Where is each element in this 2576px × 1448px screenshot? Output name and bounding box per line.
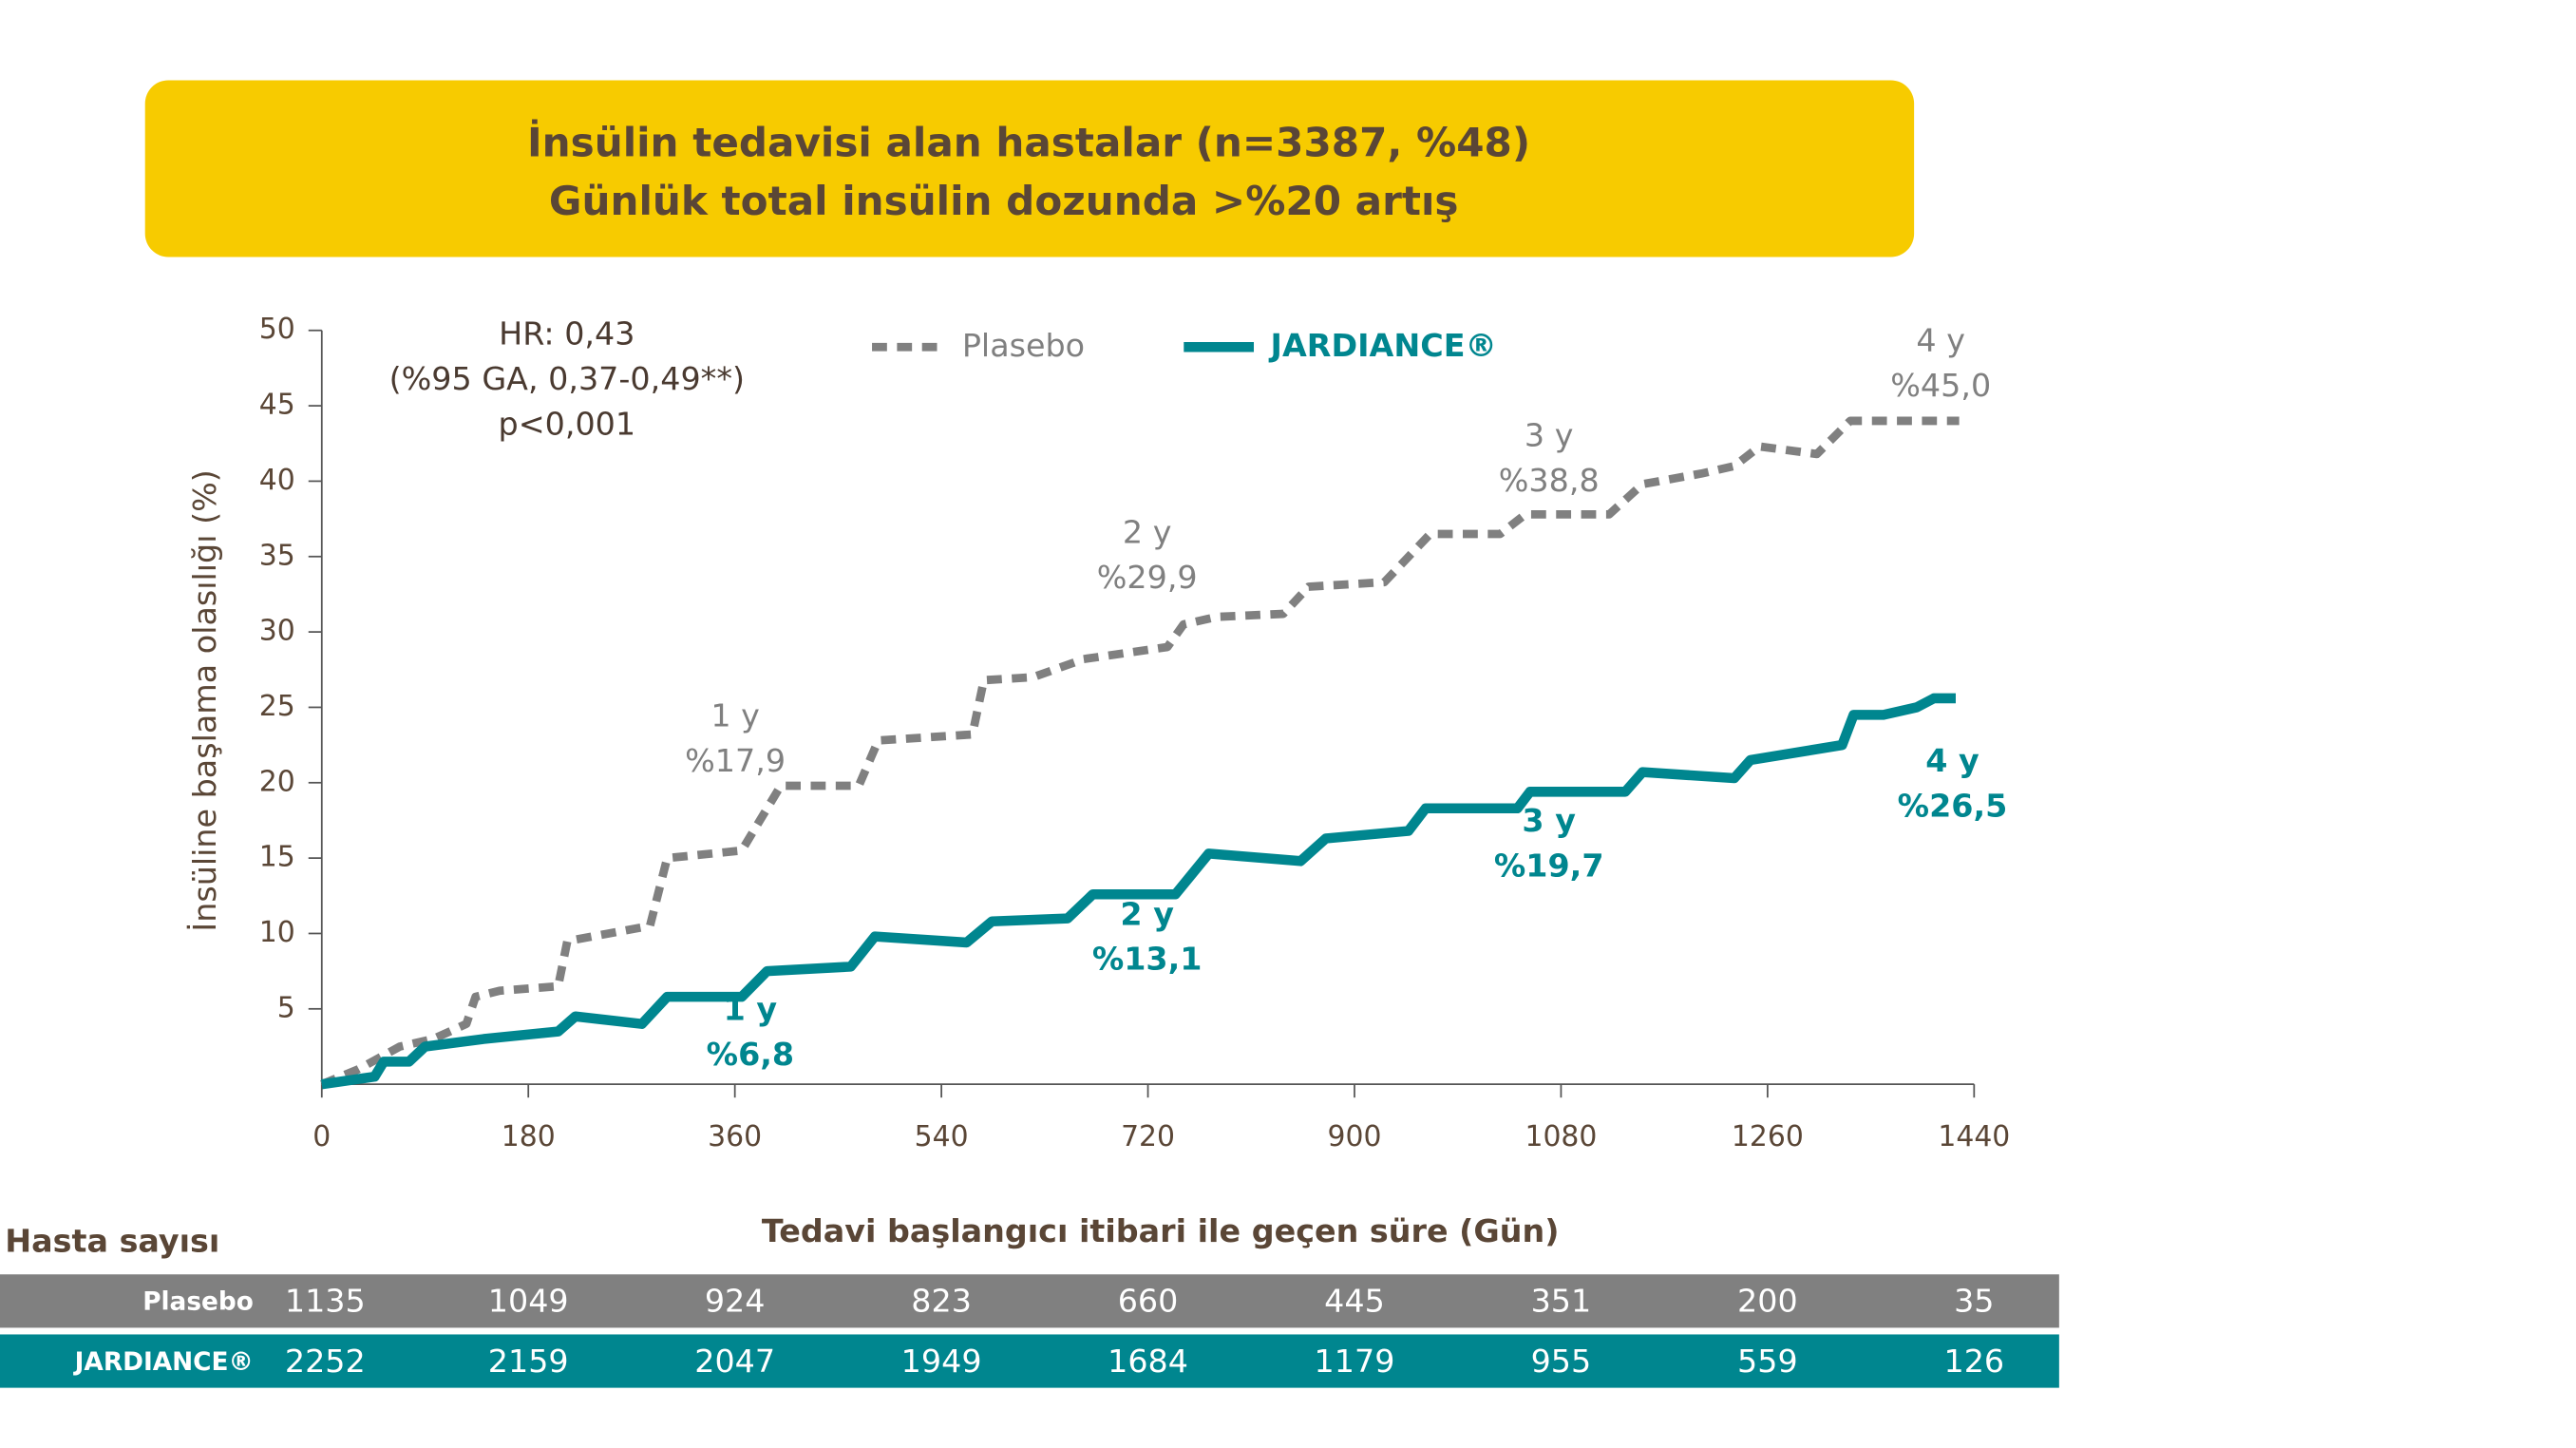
x-tick-label: 0	[313, 1120, 331, 1153]
risk-value: 2159	[488, 1343, 569, 1380]
risk-value: 1684	[1108, 1343, 1188, 1380]
x-tick-label: 540	[915, 1120, 969, 1153]
annotation: %13,1	[1092, 941, 1203, 978]
stats: (%95 GA, 0,37-0,49**)	[389, 360, 745, 397]
risk-value: 2047	[694, 1343, 775, 1380]
risk-value: 445	[1324, 1283, 1385, 1320]
annotation: 3 y	[1522, 802, 1576, 839]
x-tick-label: 1260	[1732, 1120, 1804, 1153]
header-title: Günlük total insülin dozunda >%20 artış	[549, 178, 1459, 224]
stats: p<0,001	[499, 405, 636, 442]
annotation: 4 y	[1925, 742, 1979, 779]
x-tick-label: 720	[1121, 1120, 1175, 1153]
risk-table-title: Hasta sayısı	[5, 1222, 219, 1259]
annotation: %6,8	[707, 1036, 794, 1073]
risk-value: 924	[705, 1283, 766, 1320]
risk-value: 1949	[901, 1343, 982, 1380]
y-tick-label: 50	[259, 313, 295, 346]
y-tick-label: 45	[259, 389, 295, 422]
risk-row	[0, 1334, 2059, 1388]
risk-row	[0, 1274, 2059, 1328]
risk-value: 1049	[488, 1283, 569, 1320]
annotation: 2 y	[1123, 513, 1172, 550]
y-tick-label: 30	[259, 615, 295, 648]
x-tick-label: 900	[1328, 1120, 1382, 1153]
x-tick-label: 180	[502, 1120, 556, 1153]
risk-value: 200	[1737, 1283, 1798, 1320]
x-tick-label: 1440	[1938, 1120, 2010, 1153]
risk-value: 1179	[1315, 1343, 1395, 1380]
line	[321, 693, 1956, 1090]
annotation: %29,9	[1097, 559, 1198, 596]
risk-value: 35	[1954, 1283, 1994, 1320]
y-axis-label: İnsüline başlama olasılığı (%)	[186, 469, 223, 931]
y-tick-label: 40	[259, 464, 295, 497]
y-tick-label: 10	[259, 916, 295, 949]
annotation: %38,8	[1499, 462, 1600, 499]
header-box	[144, 80, 1915, 257]
x-axis-label: Tedavi başlangıcı itibari ile geçen süre…	[762, 1212, 1560, 1249]
annotation: %19,7	[1494, 847, 1604, 884]
line	[320, 416, 1960, 1089]
risk-value: 559	[1737, 1343, 1798, 1380]
risk-value: 2252	[285, 1343, 366, 1380]
x-tick-label: 360	[708, 1120, 762, 1153]
annotation: %17,9	[685, 742, 786, 779]
risk-value: 1135	[285, 1283, 366, 1320]
x-tick-label: 1080	[1525, 1120, 1597, 1153]
stats: HR: 0,43	[499, 315, 635, 352]
risk-value: 351	[1531, 1283, 1592, 1320]
y-tick-label: 20	[259, 765, 295, 798]
legend-label: Plasebo	[962, 327, 1085, 364]
annotation: %26,5	[1898, 787, 2008, 824]
annotation: 1 y	[710, 696, 760, 734]
risk-row-label: Plasebo	[142, 1288, 254, 1317]
risk-row-label: JARDIANCE®	[73, 1348, 254, 1377]
y-tick-label: 5	[277, 991, 295, 1024]
y-tick-label: 35	[259, 539, 295, 572]
legend-label: JARDIANCE®	[1269, 327, 1497, 364]
y-tick-label: 15	[259, 841, 295, 874]
annotation: 2 y	[1120, 895, 1174, 932]
risk-value: 823	[911, 1283, 972, 1320]
annotation: 1 y	[724, 990, 778, 1027]
risk-value: 126	[1943, 1343, 2004, 1380]
y-tick-label: 25	[259, 690, 295, 723]
risk-value: 955	[1531, 1343, 1592, 1380]
header-title: İnsülin tedavisi alan hastalar (n=3387, …	[527, 118, 1530, 165]
annotation: %45,0	[1890, 367, 1991, 404]
annotation: 3 y	[1525, 417, 1574, 454]
risk-value: 660	[1118, 1283, 1179, 1320]
annotation: 4 y	[1916, 322, 1965, 359]
